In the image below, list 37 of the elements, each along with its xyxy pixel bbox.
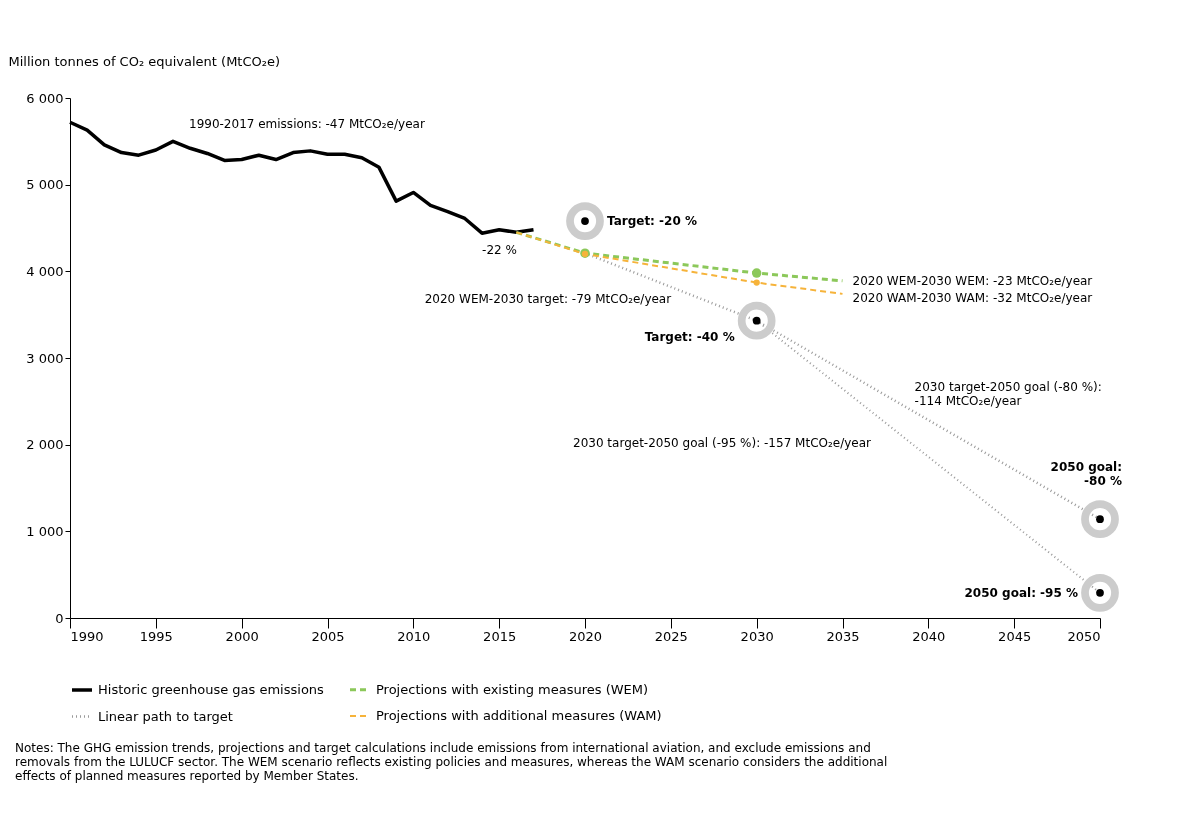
annotation: 2030 target-2050 goal (-80 %): -114 MtCO₂e/year bbox=[914, 379, 1102, 408]
legend-label: Projections with existing measures (WEM) bbox=[376, 681, 649, 697]
annotation: 2020 WEM-2030 WEM: -23 MtCO₂e/year bbox=[852, 273, 1093, 288]
x-tick-label: 2035 bbox=[826, 628, 860, 644]
y-tick-label: 4 000 bbox=[26, 263, 64, 279]
x-tick-label: 2000 bbox=[225, 628, 259, 644]
x-tick-label: 1990 bbox=[70, 628, 104, 644]
y-tick-label: 6 000 bbox=[26, 90, 64, 106]
y-tick-label: 2 000 bbox=[26, 437, 64, 453]
annotation: Target: -20 % bbox=[607, 214, 697, 229]
legend-label: Projections with additional measures (WAM) bbox=[376, 708, 662, 723]
x-tick-label: 2040 bbox=[912, 628, 946, 644]
y-tick-label: 1 000 bbox=[26, 523, 64, 539]
x-tick-label: 2025 bbox=[654, 628, 688, 644]
x-tick-label: 2045 bbox=[998, 628, 1032, 644]
y-axis-title: Million tonnes of CO₂ equivalent (MtCO₂e) bbox=[8, 53, 281, 69]
annotation: 2030 target-2050 goal (-95 %): -157 MtCO₂e/year bbox=[573, 436, 872, 451]
x-tick-label: 2030 bbox=[740, 628, 774, 644]
annotation: -22 % bbox=[482, 242, 517, 257]
annotation: 2020 WAM-2030 WAM: -32 MtCO₂e/year bbox=[852, 290, 1093, 305]
x-tick-label: 2015 bbox=[483, 628, 517, 644]
x-tick-label: 2005 bbox=[311, 628, 345, 644]
legend-label: Historic greenhouse gas emissions bbox=[98, 682, 325, 697]
text: Notes: The GHG emission trends, projections and target calculations include emissions from international aviation, and exclude emissions and removals from the LULUCF sector. The WEM scenario reflects existing policies and measures, whereas the WAM scenario considers the additional effects of planned measures reported by Member States. bbox=[15, 741, 888, 783]
annotation: 1990-2017 emissions: -47 MtCO₂e/year bbox=[188, 117, 425, 131]
y-tick-label: 0 bbox=[55, 610, 64, 626]
y-tick-label: 5 000 bbox=[26, 177, 64, 193]
annotation: Target: -40 % bbox=[644, 329, 735, 344]
x-tick-label: 1995 bbox=[139, 628, 173, 644]
x-tick-label: 2020 bbox=[568, 628, 603, 644]
annotation: 2050 goal: -80 % bbox=[1050, 460, 1122, 489]
annotation: 2020 WEM-2030 target: -79 MtCO₂e/year bbox=[424, 292, 672, 307]
x-tick-label: 2050 bbox=[1067, 628, 1101, 644]
legend-label: Linear path to target bbox=[98, 708, 233, 724]
y-tick-label: 3 000 bbox=[26, 350, 64, 366]
annotation: 2050 goal: -95 % bbox=[964, 585, 1078, 600]
x-tick-label: 2010 bbox=[397, 628, 431, 644]
